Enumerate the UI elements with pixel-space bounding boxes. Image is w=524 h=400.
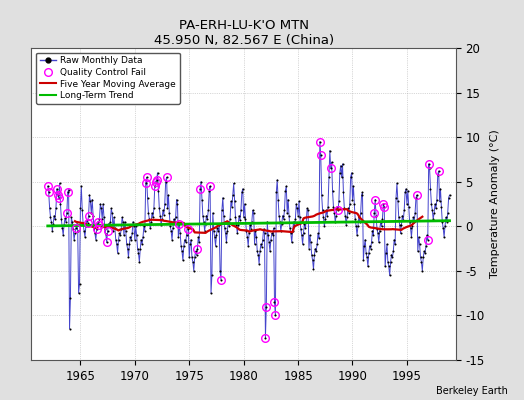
Title: PA-ERH-LU-K'O MTN
45.950 N, 82.567 E (China): PA-ERH-LU-K'O MTN 45.950 N, 82.567 E (Ch… xyxy=(154,19,334,47)
Y-axis label: Temperature Anomaly (°C): Temperature Anomaly (°C) xyxy=(490,130,500,278)
Legend: Raw Monthly Data, Quality Control Fail, Five Year Moving Average, Long-Term Tren: Raw Monthly Data, Quality Control Fail, … xyxy=(36,52,180,104)
Text: Berkeley Earth: Berkeley Earth xyxy=(436,386,508,396)
